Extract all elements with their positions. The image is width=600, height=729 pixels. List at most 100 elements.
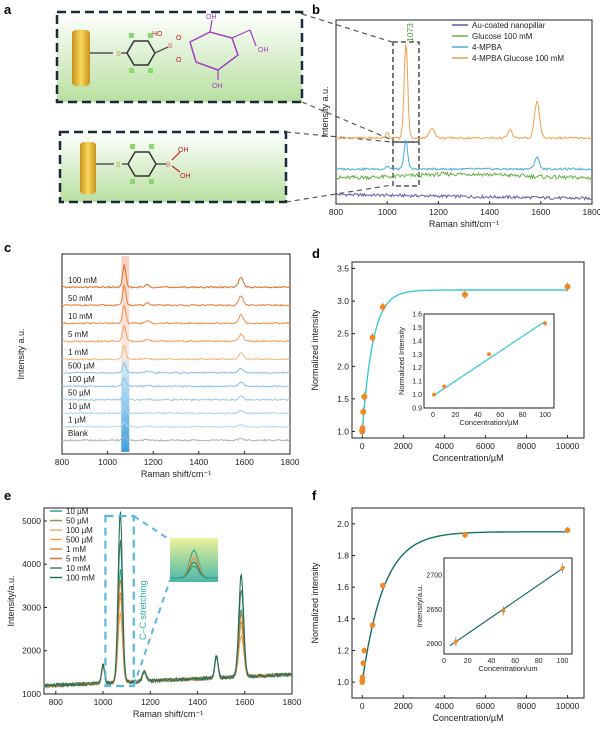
concentration-label: 5 mM	[68, 330, 88, 339]
inset-x-tick-label: 100	[539, 412, 551, 419]
panel-label-c: c	[4, 240, 11, 255]
spectrum-line	[61, 405, 291, 415]
x-tick-label: 6000	[476, 701, 495, 711]
schematic-bottom: S B OH OH	[58, 130, 288, 204]
inset-y-tick-label: 1.2	[412, 365, 422, 372]
y-tick-label: 3000	[22, 602, 41, 612]
inset-x-tick-label: 60	[511, 658, 519, 665]
concentration-label: 10 µM	[68, 402, 91, 411]
x-tick-label: 800	[55, 457, 69, 467]
legend-label: 4-MPBA	[472, 43, 502, 52]
x-tick-label: 4000	[435, 441, 454, 451]
oh-label: OH	[180, 173, 191, 180]
spectrum-line	[43, 579, 292, 689]
x-tick-label: 1000	[94, 697, 113, 707]
y-tick-label: 2.5	[337, 329, 349, 339]
spectrum-line	[43, 592, 292, 688]
spectrum-line	[61, 421, 291, 429]
x-tick-label: 1000	[98, 457, 117, 467]
x-tick-label: 10000	[556, 701, 580, 711]
legend-label: Glucose 100 mM	[472, 32, 533, 41]
y-tick-label: 3.0	[337, 296, 349, 306]
chart-b: 800 1000 1200 1400 1600 1800 Raman shift/cm⁻¹ I…	[320, 19, 600, 229]
chart-e: 800 1000 1200 1400 1600 1800 Raman shift/cm⁻¹ I…	[6, 507, 302, 719]
y-axis-label: Intensity a.u.	[320, 86, 330, 137]
x-tick-label: 1200	[144, 457, 163, 467]
inset-fit-line	[432, 320, 546, 397]
y-tick-label: 4000	[22, 559, 41, 569]
inset-data-point	[543, 321, 548, 326]
x-tick-label: 8000	[517, 701, 536, 711]
inset-y-label: Normalized Intensity	[397, 327, 406, 395]
y-tick-label: 1.4	[337, 614, 349, 624]
x-tick-label: 1200	[429, 207, 448, 217]
x-tick-label: 1400	[189, 457, 208, 467]
inset-fit-line	[449, 566, 566, 647]
inset-y-tick-label: 1.6	[412, 312, 422, 319]
spectrum-line-1	[335, 171, 593, 181]
inset-x-tick-label: 20	[464, 658, 472, 665]
connector-lines	[285, 13, 393, 203]
inset-y-tick-label: 2700	[426, 573, 442, 580]
legend-label: 50 µM	[66, 517, 89, 526]
x-tick-label: 800	[329, 207, 343, 217]
spectrum-line	[43, 597, 292, 689]
legend-label: 5 mM	[66, 555, 86, 564]
legend-label: 10 µM	[66, 507, 89, 516]
sulfur-atom: S	[116, 162, 121, 169]
stretching-label: C–C stretching	[138, 580, 148, 640]
x-tick-label: 2000	[394, 441, 413, 451]
inset-data-point	[453, 639, 458, 644]
data-point	[359, 425, 366, 432]
x-axis-label: Raman shift/cm⁻¹	[429, 219, 499, 229]
concentration-label: 100 mM	[68, 276, 97, 285]
spectrum-line	[61, 361, 291, 375]
inset-y-tick-label: 1.4	[412, 338, 422, 345]
y-tick-label: 1.8	[337, 551, 349, 561]
concentration-label: 50 µM	[68, 389, 91, 398]
data-point	[379, 582, 386, 589]
x-tick-label: 1400	[188, 697, 207, 707]
x-tick-label: 4000	[435, 701, 454, 711]
o-label: O	[176, 35, 182, 42]
y-axis-label: Intensity/a.u.	[6, 575, 16, 626]
x-axis-label: Concentration/µM	[432, 713, 503, 723]
plot-frame	[351, 507, 585, 699]
inset-x-tick-label: 0	[431, 412, 435, 419]
x-tick-label: 1000	[378, 207, 397, 217]
inset-x-label: Concentration/µM	[459, 418, 518, 427]
spectrum-line	[43, 511, 292, 689]
spectrum-line	[61, 263, 291, 289]
data-point	[360, 660, 367, 666]
panel-label-d: d	[312, 246, 320, 261]
y-tick-label: 1.6	[337, 582, 349, 592]
spectrum-line-3	[335, 44, 593, 141]
x-tick-label: 1800	[281, 457, 300, 467]
inset-x-tick-label: 40	[474, 412, 482, 419]
legend-label: 500 µM	[66, 536, 93, 545]
y-tick-label: 3.5	[337, 264, 349, 274]
y-axis-label: Normalized intensity	[310, 562, 320, 644]
legend-label: 100 mM	[66, 574, 95, 583]
x-axis-label: Concentration/µM	[432, 453, 503, 463]
inset-y-tick-label: 1.3	[412, 352, 422, 359]
data-point	[461, 291, 468, 298]
zoom-inset	[170, 538, 218, 582]
oh-label: OH	[178, 147, 189, 154]
plot-frame	[43, 507, 293, 695]
data-point	[564, 283, 571, 290]
inset-data-point	[560, 566, 565, 571]
inset-data-point	[487, 352, 491, 357]
spectrum-line	[61, 391, 291, 402]
inset-x-tick-label: 0	[442, 658, 446, 665]
ho-label: HO	[152, 31, 163, 38]
panel-label-b: b	[312, 2, 320, 17]
x-tick-label: 800	[49, 697, 63, 707]
inset-y-tick-label: 1.5	[412, 325, 422, 332]
y-tick-label: 1.2	[337, 646, 349, 656]
x-tick-label: 8000	[517, 441, 536, 451]
data-point	[361, 647, 368, 654]
spectrum-line	[61, 324, 291, 343]
schematic-top: S B HO O O OH OH OH	[55, 10, 304, 104]
